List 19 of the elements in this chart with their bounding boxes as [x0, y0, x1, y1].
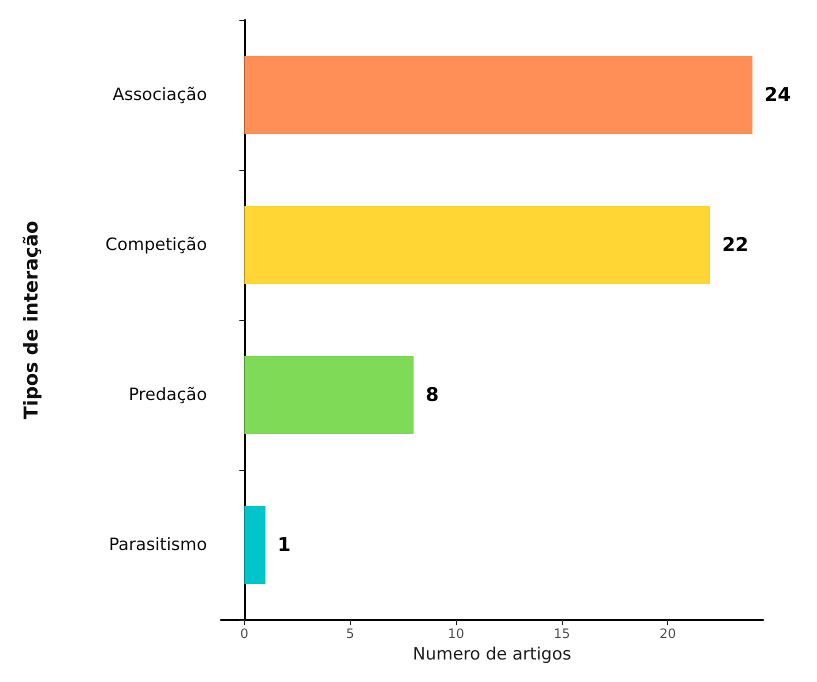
y-tick-label: Associação	[112, 85, 207, 105]
data-label: 8	[426, 384, 439, 406]
data-label: 22	[722, 234, 749, 256]
y-tick-label: Predação	[128, 385, 207, 405]
x-tick-label: 5	[346, 627, 354, 642]
y-axis-title: Tipos de interação	[20, 220, 42, 420]
data-label: 1	[277, 534, 291, 556]
bar	[244, 506, 266, 584]
bar	[244, 206, 710, 284]
x-tick-label: 15	[554, 627, 570, 642]
x-tick-label: 10	[448, 627, 464, 642]
x-tick-label: 0	[240, 627, 248, 642]
bar	[244, 56, 752, 134]
data-label: 24	[764, 84, 791, 106]
x-axis-title: Numero de artigos	[412, 644, 572, 664]
bar	[244, 356, 414, 434]
x-tick-label: 20	[659, 627, 676, 642]
y-tick-label: Parasitismo	[108, 535, 207, 555]
y-tick-label: Competição	[105, 235, 207, 255]
